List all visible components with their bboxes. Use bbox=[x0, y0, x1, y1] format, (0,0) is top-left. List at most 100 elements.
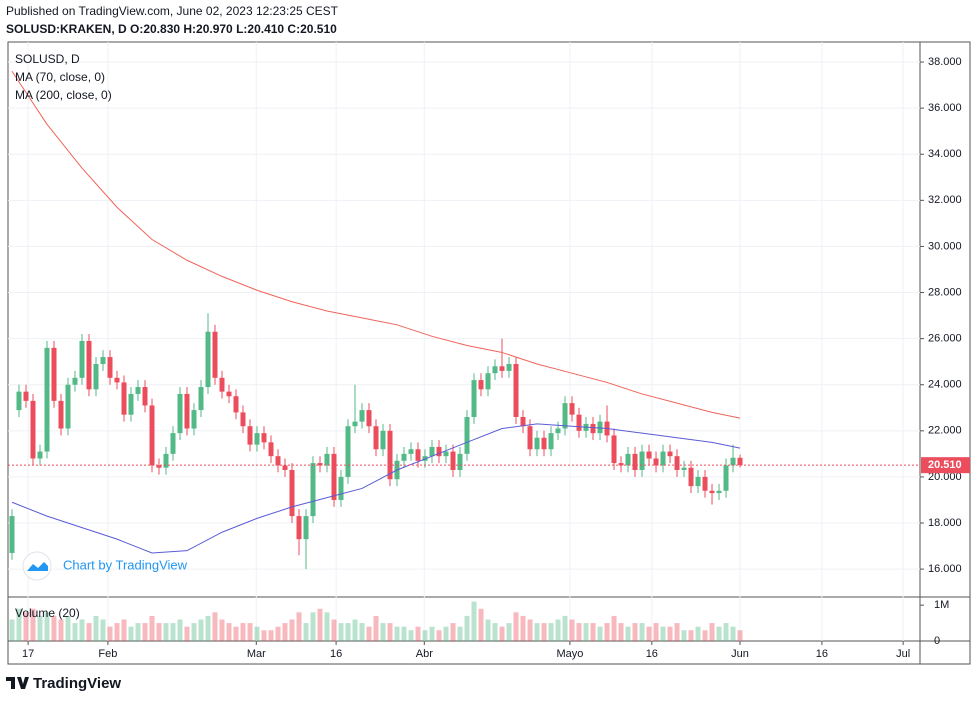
moving-average-line bbox=[11, 70, 741, 419]
candle-body bbox=[527, 426, 533, 450]
volume-bar bbox=[58, 619, 64, 641]
candle-body bbox=[163, 453, 169, 468]
volume-bar bbox=[16, 608, 22, 641]
candle-body bbox=[121, 382, 127, 415]
ma200-legend: MA (200, close, 0) bbox=[15, 88, 112, 102]
volume-bar bbox=[597, 626, 603, 641]
volume-bar bbox=[681, 630, 687, 641]
candle-body bbox=[205, 331, 211, 388]
volume-bar bbox=[492, 623, 498, 641]
volume-bar bbox=[303, 623, 309, 641]
candle-body bbox=[9, 516, 15, 553]
volume-bar bbox=[604, 623, 610, 641]
volume-bar bbox=[688, 630, 694, 641]
volume-bar bbox=[632, 623, 638, 641]
volume-bar bbox=[366, 626, 372, 641]
candle-body bbox=[562, 403, 568, 429]
volume-bar bbox=[184, 626, 190, 641]
candle-body bbox=[331, 453, 337, 500]
volume-bar bbox=[625, 626, 631, 641]
candle-body bbox=[373, 426, 379, 450]
candle-body bbox=[324, 453, 330, 466]
y-tick-label: 20.000 bbox=[928, 471, 962, 483]
volume-bar bbox=[9, 619, 15, 641]
candle-body bbox=[58, 400, 64, 429]
volume-bar bbox=[51, 615, 57, 641]
volume-bar bbox=[121, 619, 127, 641]
volume-bar bbox=[142, 623, 148, 641]
volume-bar bbox=[436, 630, 442, 641]
candle-body bbox=[471, 380, 477, 417]
volume-bar bbox=[471, 601, 477, 641]
candle-body bbox=[555, 428, 561, 434]
candle-body bbox=[128, 393, 134, 415]
x-tick-label: 16 bbox=[816, 648, 828, 660]
candle-body bbox=[16, 391, 22, 411]
candle-body bbox=[674, 456, 680, 471]
volume-bar bbox=[639, 623, 645, 641]
volume-bar bbox=[212, 612, 218, 641]
volume-bar bbox=[107, 626, 113, 641]
candle-body bbox=[443, 451, 449, 457]
candle-body bbox=[401, 453, 407, 461]
volume-bar bbox=[548, 623, 554, 641]
y-tick-label: 24.000 bbox=[928, 379, 962, 391]
volume-bar bbox=[506, 623, 512, 641]
volume-bar bbox=[79, 619, 85, 641]
volume-bar bbox=[317, 608, 323, 641]
volume-bar bbox=[653, 623, 659, 641]
candle-body bbox=[380, 430, 386, 450]
candle-body bbox=[639, 451, 645, 471]
volume-bar bbox=[359, 623, 365, 641]
y-tick-label: 34.000 bbox=[928, 148, 962, 160]
candle-body bbox=[520, 416, 526, 427]
volume-bar bbox=[86, 623, 92, 641]
candle-body bbox=[450, 451, 456, 471]
candle-body bbox=[660, 451, 666, 466]
candle-body bbox=[499, 366, 505, 371]
symbol-legend: SOLUSD, D bbox=[15, 52, 80, 66]
candle-body bbox=[653, 458, 659, 466]
candle-body bbox=[681, 467, 687, 471]
candle-body bbox=[534, 437, 540, 450]
candle-body bbox=[86, 340, 92, 390]
candle-body bbox=[723, 465, 729, 491]
volume-bar bbox=[261, 630, 267, 641]
candle-body bbox=[611, 435, 617, 464]
volume-bar bbox=[520, 615, 526, 641]
y-tick-label: 28.000 bbox=[928, 286, 962, 298]
candle-body bbox=[170, 433, 176, 454]
candle-body bbox=[730, 457, 736, 466]
watermark-text: Chart by TradingView bbox=[63, 557, 188, 572]
x-tick-label: Jul bbox=[896, 648, 910, 660]
volume-tick-label: 0 bbox=[934, 635, 940, 647]
candle-body bbox=[702, 476, 708, 491]
volume-bar bbox=[205, 615, 211, 641]
candle-body bbox=[548, 433, 554, 450]
volume-bar bbox=[296, 612, 302, 641]
volume-bar bbox=[114, 623, 120, 641]
candle-body bbox=[408, 449, 414, 454]
volume-bar bbox=[30, 608, 36, 641]
candle-body bbox=[415, 449, 421, 461]
x-tick-label: Jun bbox=[731, 648, 749, 660]
candle-body bbox=[191, 410, 197, 429]
candle-body bbox=[541, 437, 547, 450]
moving-average-line bbox=[11, 423, 741, 554]
volume-bar bbox=[730, 626, 736, 641]
candle-body bbox=[688, 467, 694, 487]
volume-bar bbox=[723, 623, 729, 641]
candle-body bbox=[317, 463, 323, 466]
volume-bar bbox=[352, 619, 358, 641]
x-tick-label: 16 bbox=[646, 648, 658, 660]
candle-body bbox=[156, 465, 162, 468]
candle-body bbox=[282, 465, 288, 471]
y-tick-label: 18.000 bbox=[928, 517, 962, 529]
watermark-badge bbox=[22, 551, 52, 581]
volume-bar bbox=[576, 623, 582, 641]
candle-body bbox=[51, 347, 57, 401]
candle-body bbox=[737, 457, 743, 466]
volume-bar bbox=[37, 615, 43, 641]
volume-bar bbox=[380, 623, 386, 641]
